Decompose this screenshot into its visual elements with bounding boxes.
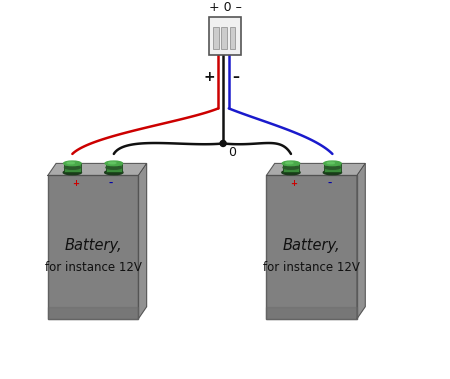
Text: for instance 12V: for instance 12V	[45, 262, 142, 274]
FancyBboxPatch shape	[283, 163, 299, 172]
Ellipse shape	[108, 162, 116, 164]
FancyBboxPatch shape	[209, 17, 241, 55]
Ellipse shape	[282, 170, 300, 175]
Polygon shape	[138, 163, 147, 319]
FancyBboxPatch shape	[64, 163, 81, 172]
Polygon shape	[48, 307, 138, 319]
Text: –: –	[232, 70, 239, 85]
FancyBboxPatch shape	[221, 27, 227, 49]
Text: + 0 –: + 0 –	[208, 1, 242, 14]
Text: for instance 12V: for instance 12V	[263, 262, 360, 274]
Text: 0: 0	[228, 146, 236, 159]
Ellipse shape	[63, 161, 81, 166]
Ellipse shape	[323, 170, 342, 175]
Text: +: +	[290, 179, 297, 188]
Ellipse shape	[324, 161, 341, 166]
Ellipse shape	[64, 166, 80, 169]
Ellipse shape	[327, 162, 334, 164]
FancyBboxPatch shape	[230, 27, 235, 49]
Ellipse shape	[105, 161, 122, 166]
FancyBboxPatch shape	[48, 175, 138, 319]
Ellipse shape	[324, 166, 340, 169]
Text: +: +	[203, 70, 215, 85]
Ellipse shape	[106, 166, 122, 169]
Text: +: +	[72, 179, 79, 188]
Polygon shape	[48, 163, 147, 175]
Ellipse shape	[282, 161, 300, 166]
Ellipse shape	[105, 170, 123, 175]
Ellipse shape	[283, 166, 299, 169]
FancyBboxPatch shape	[213, 27, 219, 49]
Ellipse shape	[67, 162, 74, 164]
FancyBboxPatch shape	[324, 163, 341, 172]
Polygon shape	[266, 307, 357, 319]
Circle shape	[220, 141, 226, 146]
Ellipse shape	[63, 170, 81, 175]
FancyBboxPatch shape	[106, 163, 122, 172]
Text: –: –	[327, 179, 332, 188]
Text: –: –	[109, 179, 113, 188]
Text: Battery,: Battery,	[283, 238, 341, 253]
FancyBboxPatch shape	[266, 175, 357, 319]
Text: Battery,: Battery,	[64, 238, 122, 253]
Polygon shape	[357, 163, 365, 319]
Polygon shape	[266, 163, 365, 175]
Ellipse shape	[286, 162, 293, 164]
